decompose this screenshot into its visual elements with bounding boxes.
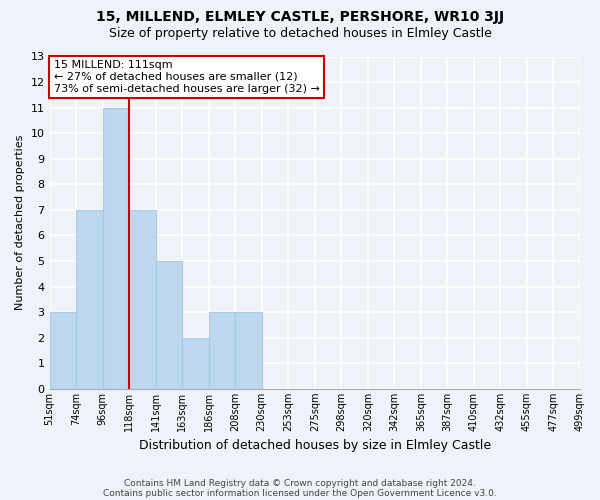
Bar <box>50 312 76 389</box>
X-axis label: Distribution of detached houses by size in Elmley Castle: Distribution of detached houses by size … <box>139 440 491 452</box>
Bar <box>129 210 155 389</box>
Text: 15, MILLEND, ELMLEY CASTLE, PERSHORE, WR10 3JJ: 15, MILLEND, ELMLEY CASTLE, PERSHORE, WR… <box>96 10 504 24</box>
Text: 15 MILLEND: 111sqm
← 27% of detached houses are smaller (12)
73% of semi-detache: 15 MILLEND: 111sqm ← 27% of detached hou… <box>53 60 319 94</box>
Bar <box>155 261 182 389</box>
Bar <box>76 210 103 389</box>
Text: Contains HM Land Registry data © Crown copyright and database right 2024.: Contains HM Land Registry data © Crown c… <box>124 478 476 488</box>
Text: Size of property relative to detached houses in Elmley Castle: Size of property relative to detached ho… <box>109 28 491 40</box>
Bar <box>103 108 129 389</box>
Bar <box>209 312 235 389</box>
Text: Contains public sector information licensed under the Open Government Licence v3: Contains public sector information licen… <box>103 488 497 498</box>
Y-axis label: Number of detached properties: Number of detached properties <box>15 135 25 310</box>
Bar <box>182 338 209 389</box>
Bar <box>235 312 262 389</box>
